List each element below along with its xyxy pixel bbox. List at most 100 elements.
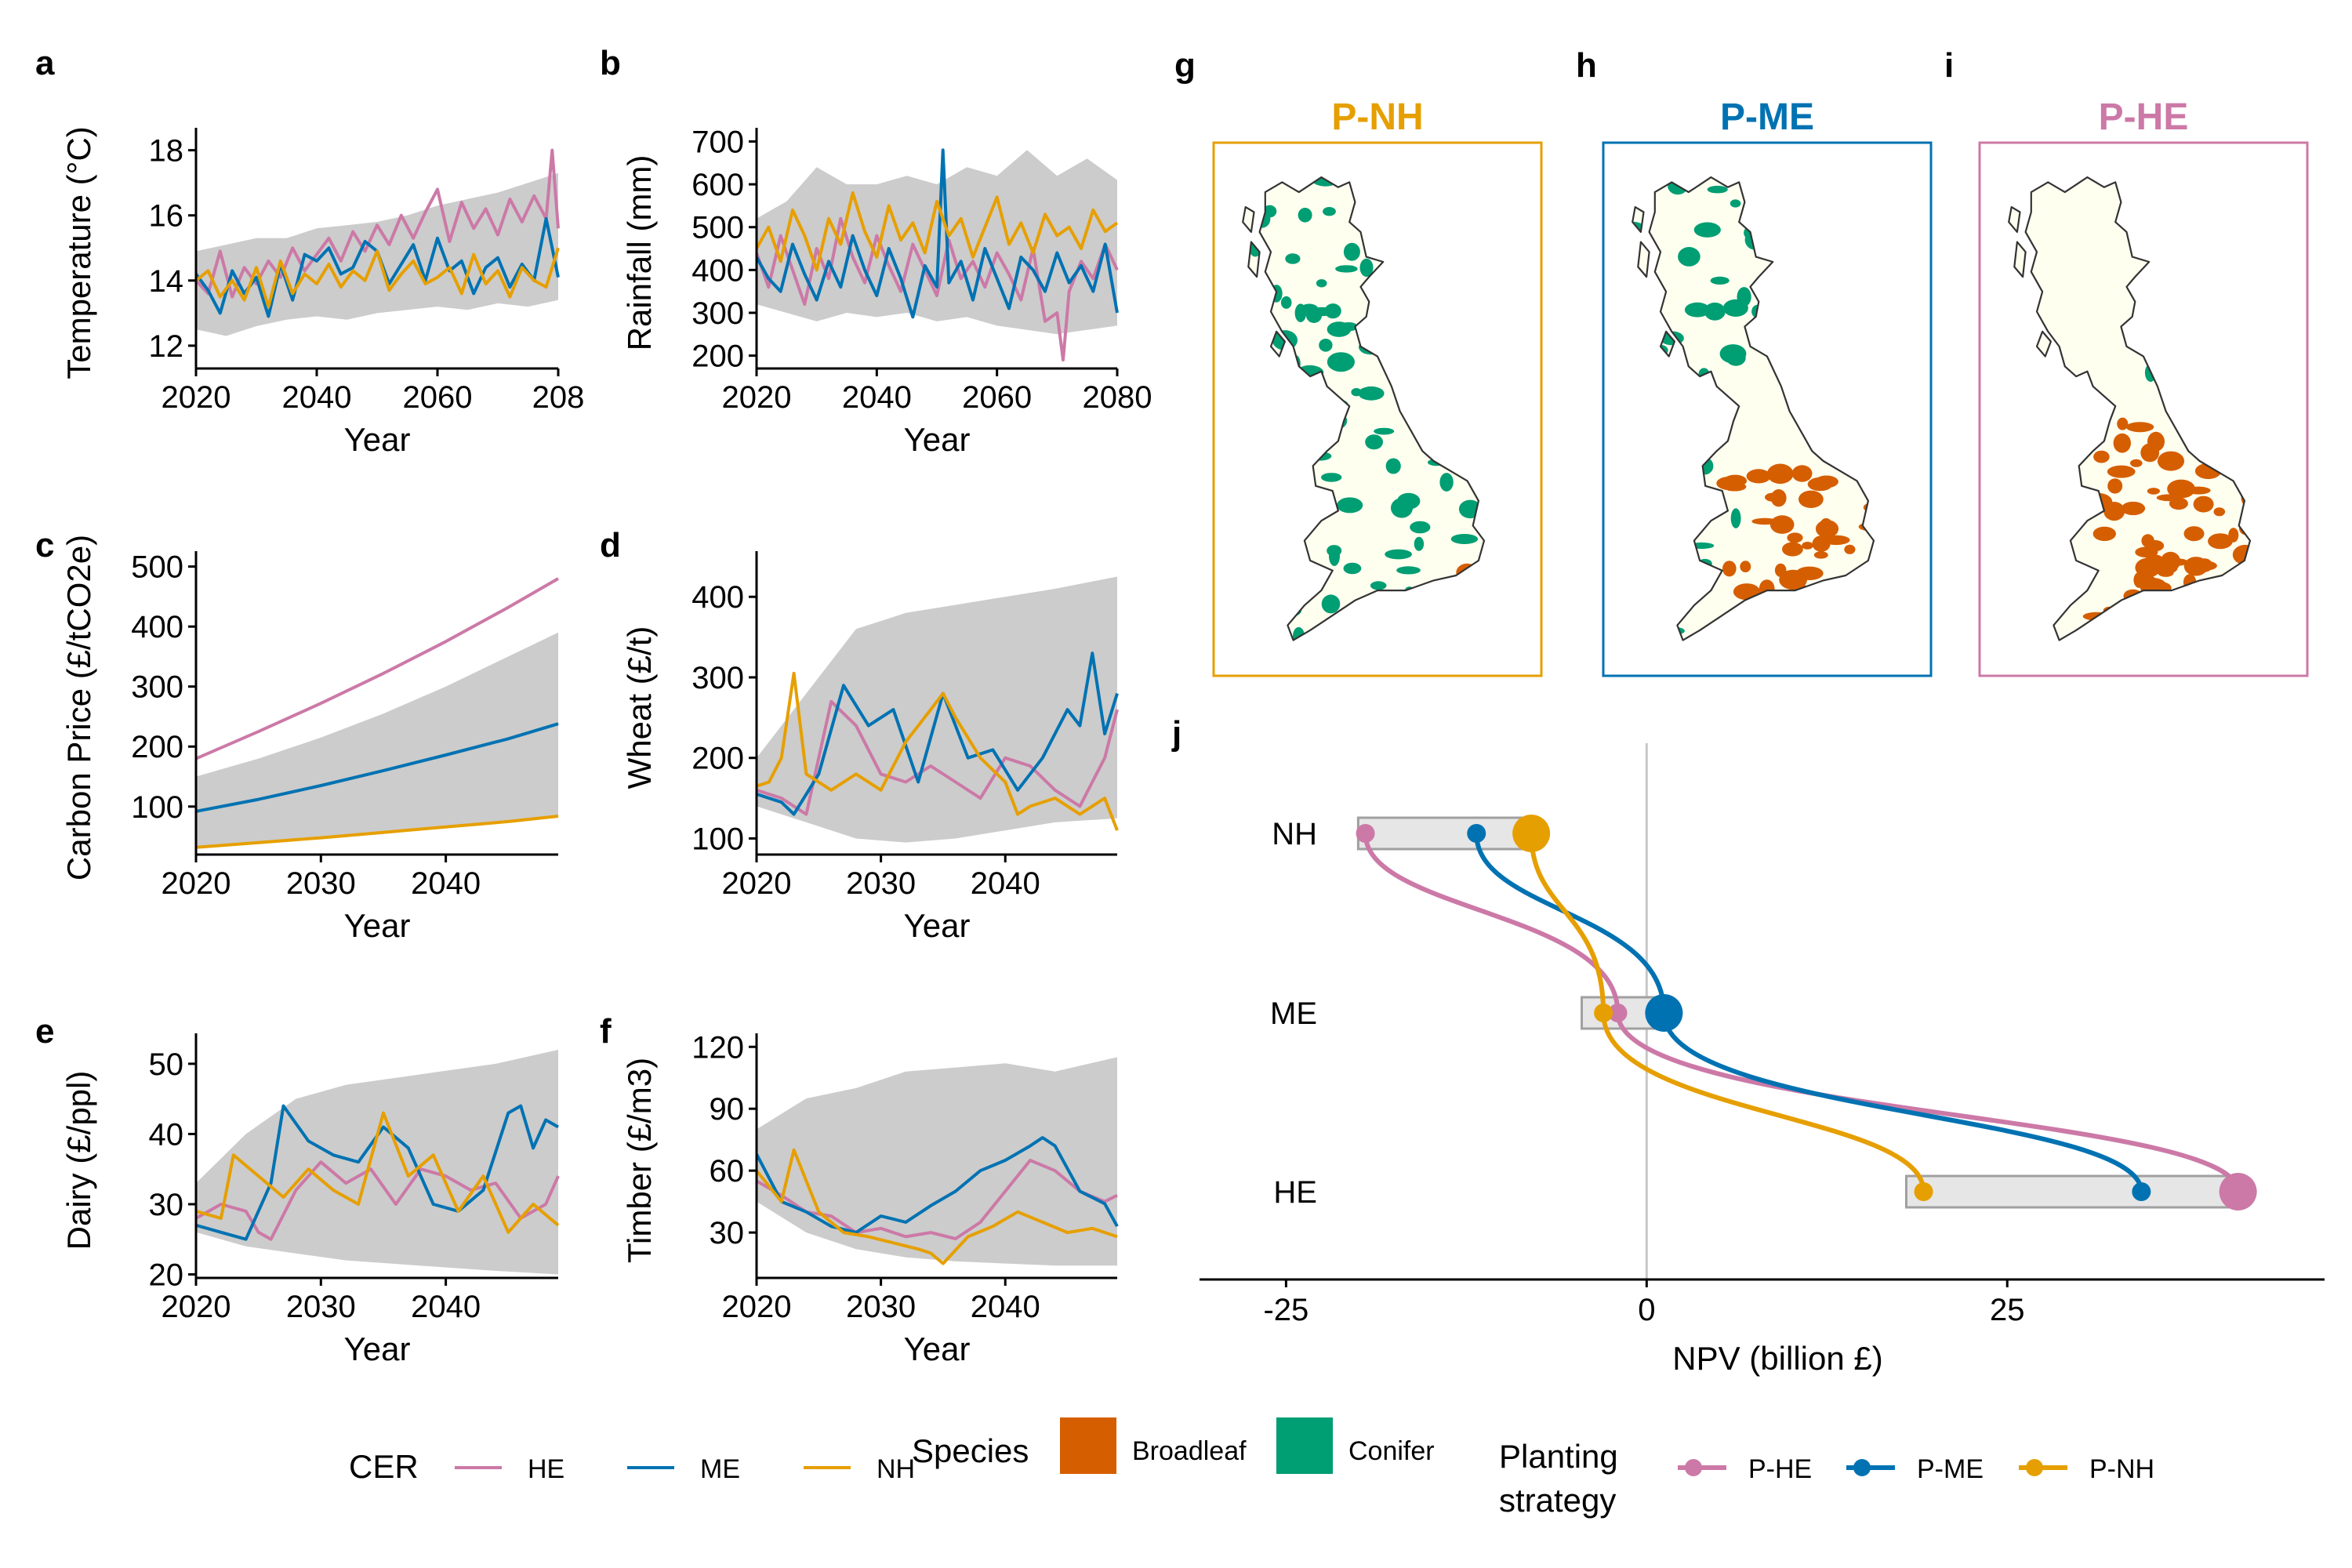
planting-patch	[1643, 634, 1669, 641]
planting-patch	[1243, 336, 1264, 349]
planting-patch	[1814, 475, 1838, 488]
planting-patch	[2215, 631, 2242, 641]
planting-patch	[2228, 528, 2239, 543]
series-line-NH	[755, 191, 1119, 272]
planting-patch	[1490, 276, 1502, 283]
planting-patch	[1789, 598, 1817, 608]
planting-patch	[1374, 427, 1395, 435]
panel-letter: h	[1576, 46, 1597, 85]
coastline	[1258, 176, 1486, 641]
planting-patch	[1428, 375, 1448, 390]
planting-patch	[1396, 606, 1414, 619]
x-tick-label: 2040	[842, 380, 912, 415]
planting-patch	[1865, 328, 1874, 347]
planting-patch	[1385, 458, 1401, 474]
planting-patch	[1787, 532, 1803, 543]
planting-patch	[1648, 344, 1668, 357]
series-line-HE	[195, 1160, 560, 1241]
legend-title-line1: Planting	[1499, 1438, 1618, 1475]
planting-patch	[1817, 169, 1840, 177]
planting-patch	[1300, 303, 1319, 314]
planting-patch	[2117, 417, 2129, 430]
npv-point-P-HE-HE	[2219, 1173, 2257, 1210]
planting-patch	[1820, 518, 1832, 530]
planting-patch	[1827, 223, 1837, 234]
coastline	[1659, 330, 1675, 358]
planting-patch	[2235, 572, 2250, 583]
planting-patch	[1779, 569, 1808, 590]
planting-patch	[2161, 656, 2177, 662]
planting-patch	[1634, 521, 1661, 528]
planting-patch	[1280, 296, 1292, 309]
planting-patch	[2197, 558, 2212, 572]
series-line-ME	[755, 1136, 1119, 1235]
legend-key-dot-P-HE	[1685, 1459, 1702, 1476]
planting-patch	[1693, 222, 1721, 238]
planting-patch	[1495, 461, 1507, 470]
planting-patch	[1267, 483, 1295, 497]
panel-letter: j	[1171, 714, 1181, 753]
y-tick-label: 600	[691, 168, 744, 202]
planting-patch	[1425, 234, 1448, 249]
x-axis-title: Year	[344, 1330, 411, 1367]
planting-patch	[1651, 612, 1671, 630]
legend-label-HE: HE	[528, 1454, 564, 1484]
coastline	[1632, 206, 1645, 233]
planting-patch	[1468, 414, 1480, 427]
planting-patch	[1865, 296, 1874, 310]
planting-patch	[1882, 637, 1900, 647]
planting-patch	[2276, 542, 2289, 559]
planting-patch	[2107, 465, 2136, 478]
planting-patch	[1440, 302, 1454, 313]
category-label-ME: ME	[1270, 996, 1317, 1031]
planting-patch	[2250, 506, 2271, 519]
planting-patch	[1255, 565, 1275, 585]
planting-patch	[1337, 497, 1363, 514]
planting-patch	[2208, 533, 2233, 550]
legend-planting-strategy: Planting strategy P-HE P-ME P-NH	[1499, 1438, 2154, 1519]
planting-patch	[1798, 490, 1824, 508]
planting-patch	[2249, 499, 2250, 509]
panel-letter: g	[1174, 46, 1196, 85]
planting-patch	[2092, 526, 2116, 542]
map-frame	[1602, 141, 1933, 677]
planting-patch	[1786, 646, 1809, 659]
planting-patch	[1473, 615, 1484, 625]
planting-patch	[1828, 249, 1852, 267]
npv-point-P-HE-NH	[1356, 824, 1375, 843]
planting-patch	[1283, 532, 1299, 545]
planting-patch	[1228, 641, 1254, 661]
planting-patch	[1323, 207, 1336, 216]
planting-patch	[1726, 615, 1748, 630]
planting-patch	[1783, 321, 1806, 332]
planting-patch	[1889, 195, 1910, 212]
x-tick-label: 2040	[971, 1290, 1040, 1324]
planting-patch	[1454, 241, 1483, 249]
planting-patch	[1494, 339, 1515, 352]
x-axis-title: Year	[344, 421, 411, 458]
planting-patch	[1391, 498, 1413, 518]
planting-patch	[1442, 339, 1455, 347]
planting-patch	[1730, 508, 1741, 528]
planting-patch	[1370, 581, 1387, 590]
planting-patch	[1430, 379, 1456, 396]
planting-patch	[1414, 536, 1425, 551]
legend-label-NH: NH	[877, 1454, 915, 1484]
planting-patch	[1730, 199, 1741, 208]
planting-patch	[1430, 280, 1445, 287]
series-line-NH	[756, 671, 1119, 831]
panel-letter: f	[600, 1012, 612, 1051]
planting-patch	[1822, 535, 1850, 546]
planting-patch	[1261, 208, 1275, 216]
planting-patch	[2251, 548, 2270, 566]
y-tick-label: 500	[691, 211, 744, 245]
planting-patch	[2256, 599, 2278, 610]
series-line-NH	[755, 1148, 1118, 1265]
x-tick-label: 2040	[411, 866, 481, 901]
x-axis-title: Year	[904, 1330, 971, 1367]
range-box-HE	[1904, 1174, 2240, 1209]
planting-patch	[1343, 242, 1360, 261]
